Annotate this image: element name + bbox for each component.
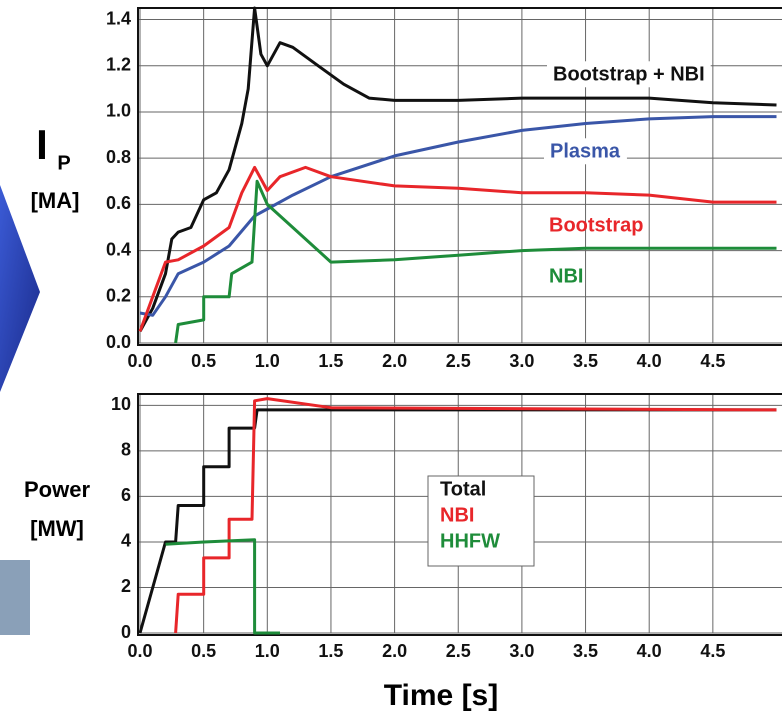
series-label: HHFW — [440, 530, 500, 552]
x-tick-label: 1.0 — [255, 351, 280, 371]
series-line — [165, 538, 280, 635]
x-tick-label: 2.5 — [446, 351, 471, 371]
y-label-subscript: P — [57, 152, 70, 174]
y-tick-label: 8 — [121, 440, 131, 460]
y-tick-label: 0.0 — [106, 332, 131, 352]
series-line — [138, 6, 777, 333]
y-tick-label: 1.4 — [106, 8, 131, 28]
y-tick-label: 4 — [121, 531, 131, 551]
x-tick-label: 0.0 — [127, 351, 152, 371]
series-label: Bootstrap + NBI — [553, 63, 705, 85]
x-tick-label: 3.5 — [573, 641, 598, 661]
plot-frame — [137, 7, 782, 346]
y-label: Power — [24, 477, 90, 502]
x-label: Time [s] — [384, 679, 498, 712]
x-tick-label: 3.5 — [573, 351, 598, 371]
x-tick-label: 4.5 — [700, 641, 725, 661]
x-tick-label: 2.0 — [382, 351, 407, 371]
series-label: NBI — [440, 504, 474, 526]
y-tick-label: 10 — [111, 394, 131, 414]
x-tick-label: 2.5 — [446, 641, 471, 661]
legend-box — [427, 475, 535, 567]
y-tick-label: 0.2 — [106, 286, 131, 306]
y-tick-label: 6 — [121, 485, 131, 505]
x-tick-label: 1.5 — [318, 351, 343, 371]
y-tick-label: 0 — [121, 622, 131, 642]
y-tick-label: 0.6 — [106, 193, 131, 213]
series-line — [174, 397, 777, 634]
x-tick-label: 0.5 — [191, 351, 216, 371]
x-tick-label: 4.0 — [637, 351, 662, 371]
x-tick-label: 3.0 — [509, 641, 534, 661]
x-tick-label: 1.0 — [255, 641, 280, 661]
y-tick-label: 0.4 — [106, 239, 131, 259]
y-label-unit: [MW] — [30, 516, 84, 541]
x-tick-label: 0.0 — [127, 641, 152, 661]
y-tick-label: 1.0 — [106, 101, 131, 121]
decoration — [0, 560, 30, 635]
decoration — [0, 185, 40, 392]
series-line — [174, 179, 777, 344]
y-tick-label: 0.8 — [106, 147, 131, 167]
x-tick-label: 4.5 — [700, 351, 725, 371]
x-tick-label: 0.5 — [191, 641, 216, 661]
series-line — [139, 115, 777, 317]
y-tick-label: 1.2 — [106, 55, 131, 75]
plot-frame — [137, 393, 782, 636]
label-background — [547, 61, 711, 88]
y-tick-label: 2 — [121, 576, 131, 596]
y-label-unit: [MA] — [31, 188, 80, 213]
series-label: Total — [440, 478, 486, 500]
x-tick-label: 2.0 — [382, 641, 407, 661]
label-background — [544, 138, 627, 165]
x-tick-label: 1.5 — [318, 641, 343, 661]
x-tick-label: 3.0 — [509, 351, 534, 371]
series-label: Plasma — [550, 140, 621, 162]
x-tick-label: 4.0 — [637, 641, 662, 661]
series-label: NBI — [549, 265, 583, 287]
y-label-symbol: I — [36, 121, 48, 168]
series-label: Bootstrap — [549, 214, 643, 236]
series-line — [138, 165, 777, 332]
